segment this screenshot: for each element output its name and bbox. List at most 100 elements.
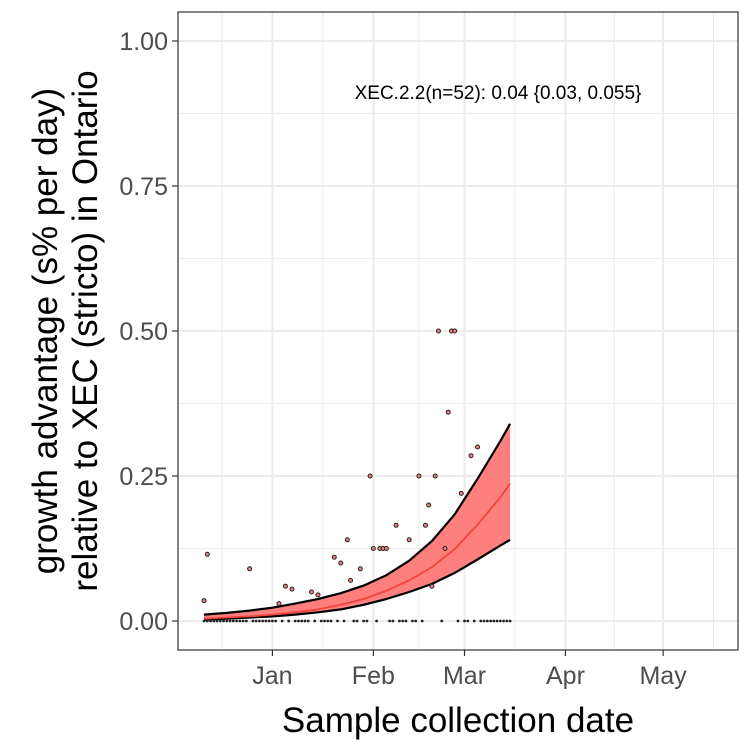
y-tick-label: 0.00 [119, 608, 168, 636]
data-point [442, 546, 448, 551]
data-points [201, 328, 512, 623]
zero-point [466, 619, 470, 623]
x-tick-label: Mar [443, 662, 486, 690]
y-axis-title-line-1: growth advantage (s% per day) [26, 88, 65, 574]
x-axis-title: Sample collection date [282, 701, 634, 740]
zero-point [267, 619, 271, 623]
zero-point [495, 619, 499, 623]
data-point [367, 473, 373, 479]
data-point [282, 583, 288, 589]
zero-point [414, 619, 418, 623]
y-axis-ticks: 0.00 0.25 0.50 0.75 1.00 [119, 28, 178, 636]
data-point [344, 537, 350, 543]
data-point [426, 502, 432, 508]
zero-point [257, 619, 261, 623]
zero-point [365, 619, 369, 623]
zero-point [287, 619, 291, 623]
confidence-ribbon [203, 423, 512, 621]
data-point [458, 490, 464, 496]
zero-point [323, 619, 326, 623]
zero-point [375, 619, 379, 623]
zero-point [352, 619, 356, 623]
zero-point [231, 619, 235, 623]
zero-point [456, 619, 460, 623]
zero-point [489, 619, 492, 623]
zero-point [228, 619, 232, 623]
zero-point [244, 619, 248, 623]
fit-line [203, 482, 511, 620]
zero-point [222, 619, 225, 623]
data-point [435, 328, 441, 334]
data-point [393, 522, 399, 528]
data-point [422, 522, 428, 528]
x-tick-label: Feb [352, 662, 395, 690]
data-point [315, 592, 321, 598]
zero-point [326, 619, 330, 623]
data-point [308, 589, 314, 595]
zero-point [479, 619, 483, 623]
zero-point [404, 619, 408, 623]
data-point [445, 409, 451, 415]
zero-point [388, 619, 392, 623]
data-point [468, 453, 474, 459]
zero-point [505, 619, 509, 623]
zero-point [397, 619, 401, 623]
zero-point [238, 619, 242, 623]
zero-point [235, 619, 239, 623]
y-axis-title-line-2: relative to XEC (stricto) in Ontario [66, 70, 105, 591]
zero-point [306, 619, 310, 623]
data-point [416, 473, 422, 479]
zero-point [313, 619, 317, 623]
zero-point [251, 619, 255, 623]
zero-point [254, 619, 258, 623]
zero-point [303, 619, 307, 623]
zero-point [225, 619, 229, 623]
zero-point [485, 619, 489, 623]
x-tick-label: Apr [546, 662, 585, 690]
zero-point [300, 619, 304, 623]
zero-point [261, 619, 265, 623]
zero-point [297, 619, 300, 623]
zero-point [498, 619, 502, 623]
data-point [406, 537, 412, 543]
data-point [289, 586, 295, 592]
zero-point [319, 619, 323, 623]
zero-point [502, 619, 505, 623]
ci-lower-line [203, 538, 511, 621]
zero-point [280, 619, 284, 623]
data-point [276, 601, 282, 607]
zero-point [411, 619, 414, 623]
data-point [331, 554, 337, 560]
zero-point [355, 619, 359, 623]
zero-point [472, 619, 476, 623]
y-tick-label: 0.75 [119, 173, 168, 201]
data-point [201, 598, 207, 604]
data-point [475, 444, 481, 450]
x-tick-label: Jan [252, 662, 292, 690]
x-axis-ticks: Jan Feb Mar Apr May [252, 650, 687, 690]
zero-point [329, 619, 333, 623]
zero-point [215, 619, 219, 623]
zero-point [264, 619, 268, 623]
zero-point [342, 619, 346, 623]
zero-point [205, 619, 209, 623]
y-tick-label: 0.50 [119, 318, 168, 346]
ci-upper-line [203, 423, 512, 616]
y-tick-label: 1.00 [119, 28, 168, 56]
data-point [432, 473, 438, 479]
model-annotation: XEC.2.2(n=52): 0.04 {0.03, 0.055} [355, 83, 642, 104]
zero-point [202, 619, 206, 623]
zero-point [391, 619, 395, 623]
zero-point [212, 619, 216, 623]
zero-point [241, 619, 245, 623]
zero-point [362, 619, 365, 623]
zero-point [401, 619, 405, 623]
zero-point [482, 619, 486, 623]
data-point [338, 560, 344, 566]
zero-point [293, 619, 297, 623]
zero-point [492, 619, 496, 623]
zero-point [271, 619, 274, 623]
data-point [204, 551, 210, 557]
zero-point [209, 619, 212, 623]
